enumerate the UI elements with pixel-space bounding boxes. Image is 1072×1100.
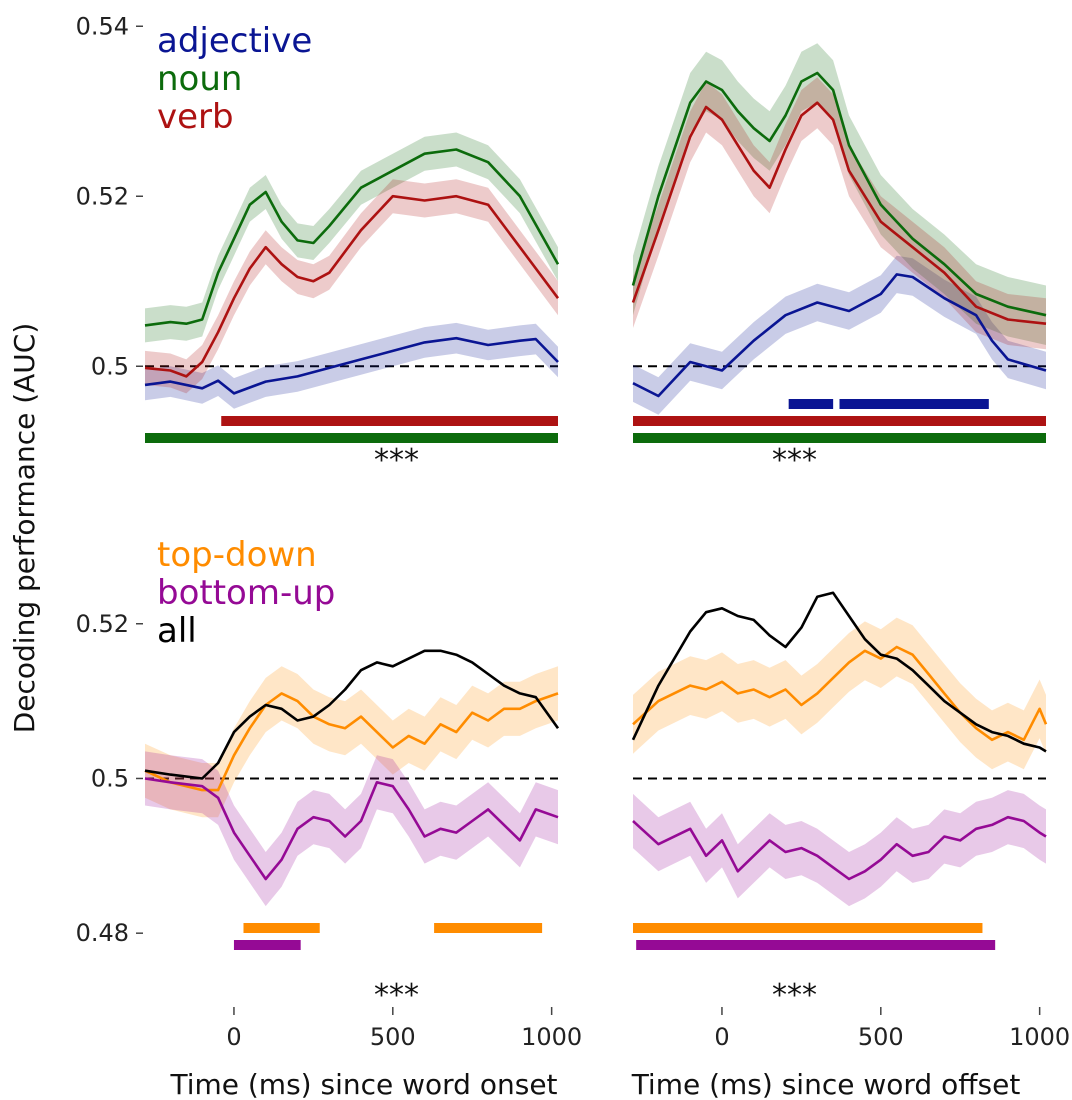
y-tick-label: 0.52 bbox=[76, 182, 129, 210]
band-verb bbox=[145, 179, 558, 394]
x-tick-label: 1000 bbox=[1009, 1023, 1070, 1051]
band-adjective bbox=[633, 255, 1046, 415]
significance-bar-top-down bbox=[434, 923, 543, 933]
significance-bar-verb bbox=[633, 416, 1046, 426]
band-verb bbox=[633, 77, 1046, 350]
band-top-down bbox=[633, 617, 1046, 770]
band-noun bbox=[145, 132, 558, 343]
band-top-down bbox=[145, 666, 558, 818]
series-line-top-down bbox=[632, 645, 1048, 742]
y-tick-label: 0.54 bbox=[76, 12, 129, 40]
series-line-bottom-up bbox=[632, 815, 1047, 881]
band-bottom-up bbox=[633, 790, 1046, 907]
series-line-top-down bbox=[144, 692, 559, 792]
significance-bar-adjective bbox=[788, 399, 834, 409]
significance-stars: *** bbox=[374, 443, 419, 478]
legend-entry-all: all bbox=[157, 611, 197, 651]
panel-top-right: *** bbox=[631, 43, 1047, 478]
significance-bar-adjective bbox=[839, 399, 989, 409]
y-tick-label: 0.5 bbox=[91, 352, 129, 380]
significance-stars: *** bbox=[772, 978, 817, 1013]
x-tick-label: 500 bbox=[370, 1023, 416, 1051]
significance-bar-verb bbox=[221, 416, 558, 426]
y-tick-label: 0.48 bbox=[76, 919, 129, 947]
significance-bar-bottom-up bbox=[636, 940, 996, 950]
significance-stars: *** bbox=[772, 443, 817, 478]
x-tick-label: 0 bbox=[226, 1023, 241, 1051]
significance-bar-top-down bbox=[633, 923, 983, 933]
series-line-adjective bbox=[632, 273, 1047, 398]
legend-entry-adjective: adjective bbox=[157, 21, 312, 61]
series-line-all bbox=[631, 591, 1047, 753]
y-tick-label: 0.52 bbox=[76, 610, 129, 638]
x-tick-label: 0 bbox=[714, 1023, 729, 1051]
significance-bar-noun bbox=[145, 433, 558, 443]
series-line-all bbox=[144, 649, 560, 780]
panel-bottom-left: *** 0.48 0.5 0.52 0 500 1000 top-downbottom-upa… bbox=[76, 535, 583, 1051]
band-noun bbox=[633, 43, 1046, 346]
y-tick-label: 0.5 bbox=[91, 764, 129, 792]
x-axis-title-left: Time (ms) since word onset bbox=[169, 1068, 557, 1100]
significance-bar-noun bbox=[633, 433, 1046, 443]
legend-entry-noun: noun bbox=[157, 59, 242, 99]
x-tick-label: 1000 bbox=[521, 1023, 582, 1051]
significance-bar-top-down bbox=[243, 923, 320, 933]
legend-entry-bottom-up: bottom-up bbox=[157, 573, 335, 613]
significance-stars: *** bbox=[374, 978, 419, 1013]
series-line-bottom-up bbox=[144, 777, 559, 881]
x-axis-title-right: Time (ms) since word offset bbox=[631, 1068, 1021, 1100]
series-line-verb bbox=[144, 194, 560, 378]
series-line-noun bbox=[144, 148, 560, 327]
series-line-noun bbox=[631, 71, 1047, 317]
x-tick-label: 500 bbox=[858, 1023, 904, 1051]
y-axis-title: Decoding performance (AUC) bbox=[8, 323, 41, 734]
legend-entry-top-down: top-down bbox=[157, 535, 317, 575]
significance-bar-bottom-up bbox=[233, 940, 301, 950]
series-line-adjective bbox=[144, 336, 559, 395]
legend-entry-verb: verb bbox=[157, 97, 234, 137]
panel-bottom-right: *** 0 500 1000 bbox=[631, 591, 1070, 1051]
series-line-verb bbox=[631, 101, 1047, 325]
